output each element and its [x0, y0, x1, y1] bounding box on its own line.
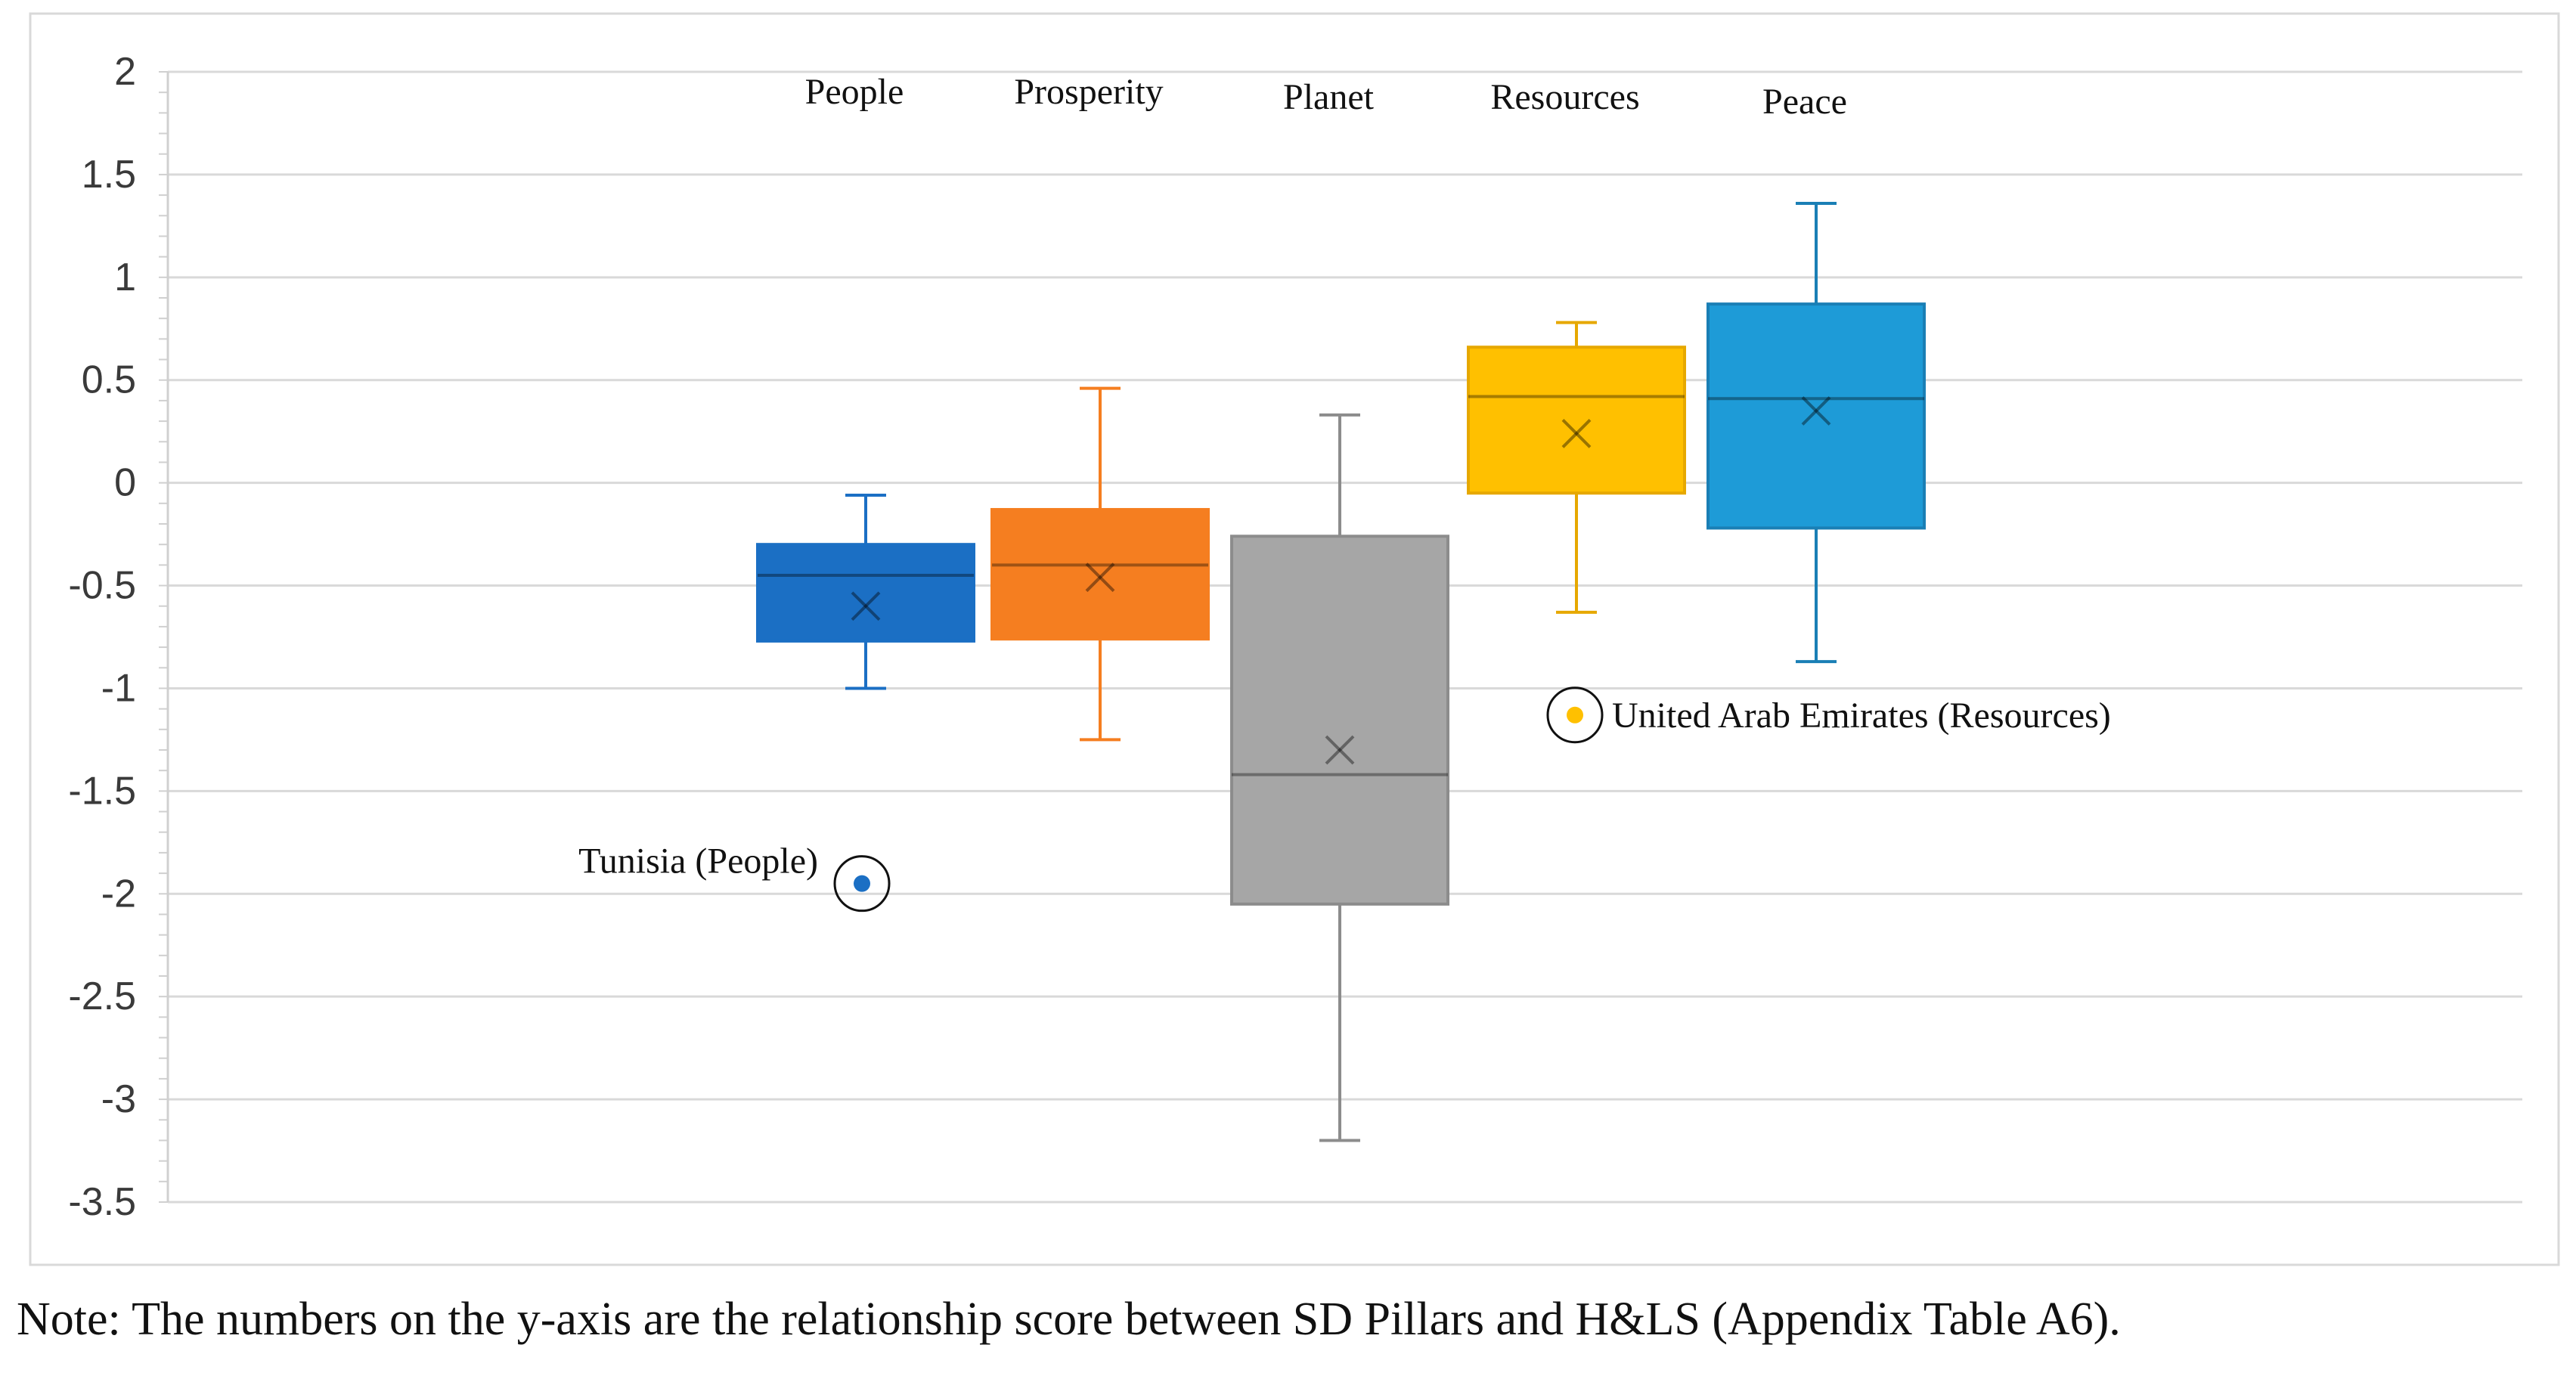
box-prosperity: [990, 386, 1210, 742]
box-iqr: [1230, 535, 1449, 906]
y-tick-label: 0: [114, 461, 136, 505]
outlier-label: Tunisia (People): [578, 841, 818, 882]
box-plot-chart: 2 1.5 1 0.5 0 -0.5 -1 -1.5 -2 -2.5 -3 -3.5 People Pr…: [29, 12, 2560, 1266]
mean-marker: [1085, 562, 1115, 593]
mean-marker: [1085, 562, 1115, 593]
outlier-dot: [1567, 706, 1583, 724]
y-tick-label: -2: [101, 872, 136, 916]
pillar-label-planet: Planet: [1283, 77, 1375, 117]
box-iqr: [1467, 346, 1686, 495]
box-iqr: [1706, 302, 1926, 530]
y-tick-label: 1.5: [82, 153, 136, 197]
mean-marker: [851, 591, 881, 621]
y-tick-label: 2: [114, 50, 136, 94]
outlier-point: United Arab Emirates (Resources): [1546, 686, 2111, 744]
outlier-dot: [854, 875, 870, 892]
outlier-highlight-circle: [1546, 686, 1604, 744]
figure-note: Note: The numbers on the y-axis are the …: [17, 1294, 2121, 1345]
mean-marker: [1325, 735, 1355, 765]
outliers: Tunisia (People) United Arab Emirates (Re…: [578, 686, 2111, 913]
pillar-labels: People Prosperity Planet Resources Peace: [805, 72, 1847, 122]
boxes: [756, 201, 1926, 1142]
outlier-label: United Arab Emirates (Resources): [1612, 696, 2111, 736]
mean-marker: [1325, 735, 1355, 765]
box-iqr: [756, 543, 975, 643]
box-resources: [1467, 321, 1686, 614]
outlier-highlight-circle: [833, 855, 891, 913]
y-tick-label: -1.5: [68, 769, 136, 813]
box-people: [756, 493, 975, 690]
y-tick-label: -3: [101, 1077, 136, 1121]
pillar-label-resources: Resources: [1490, 77, 1639, 117]
box-peace: [1706, 201, 1926, 664]
mean-marker: [851, 591, 881, 621]
mean-marker: [1561, 418, 1592, 448]
y-tick-label: 0.5: [82, 358, 136, 402]
pillar-label-prosperity: Prosperity: [1014, 72, 1163, 112]
mean-marker: [1801, 396, 1831, 426]
y-tick-label: 1: [114, 256, 136, 299]
pillar-label-people: People: [805, 72, 904, 112]
outlier-point: Tunisia (People): [578, 841, 891, 913]
mean-marker: [1561, 418, 1592, 448]
mean-marker: [1801, 396, 1831, 426]
y-tick-label: -1: [101, 666, 136, 710]
y-tick-label: -0.5: [68, 564, 136, 608]
box-iqr: [990, 507, 1210, 641]
y-axis: 2 1.5 1 0.5 0 -0.5 -1 -1.5 -2 -2.5 -3 -3.5: [68, 50, 169, 1224]
y-tick-label: -3.5: [68, 1180, 136, 1224]
box-planet: [1230, 413, 1449, 1142]
pillar-label-peace: Peace: [1762, 82, 1847, 122]
y-tick-label: -2.5: [68, 975, 136, 1018]
